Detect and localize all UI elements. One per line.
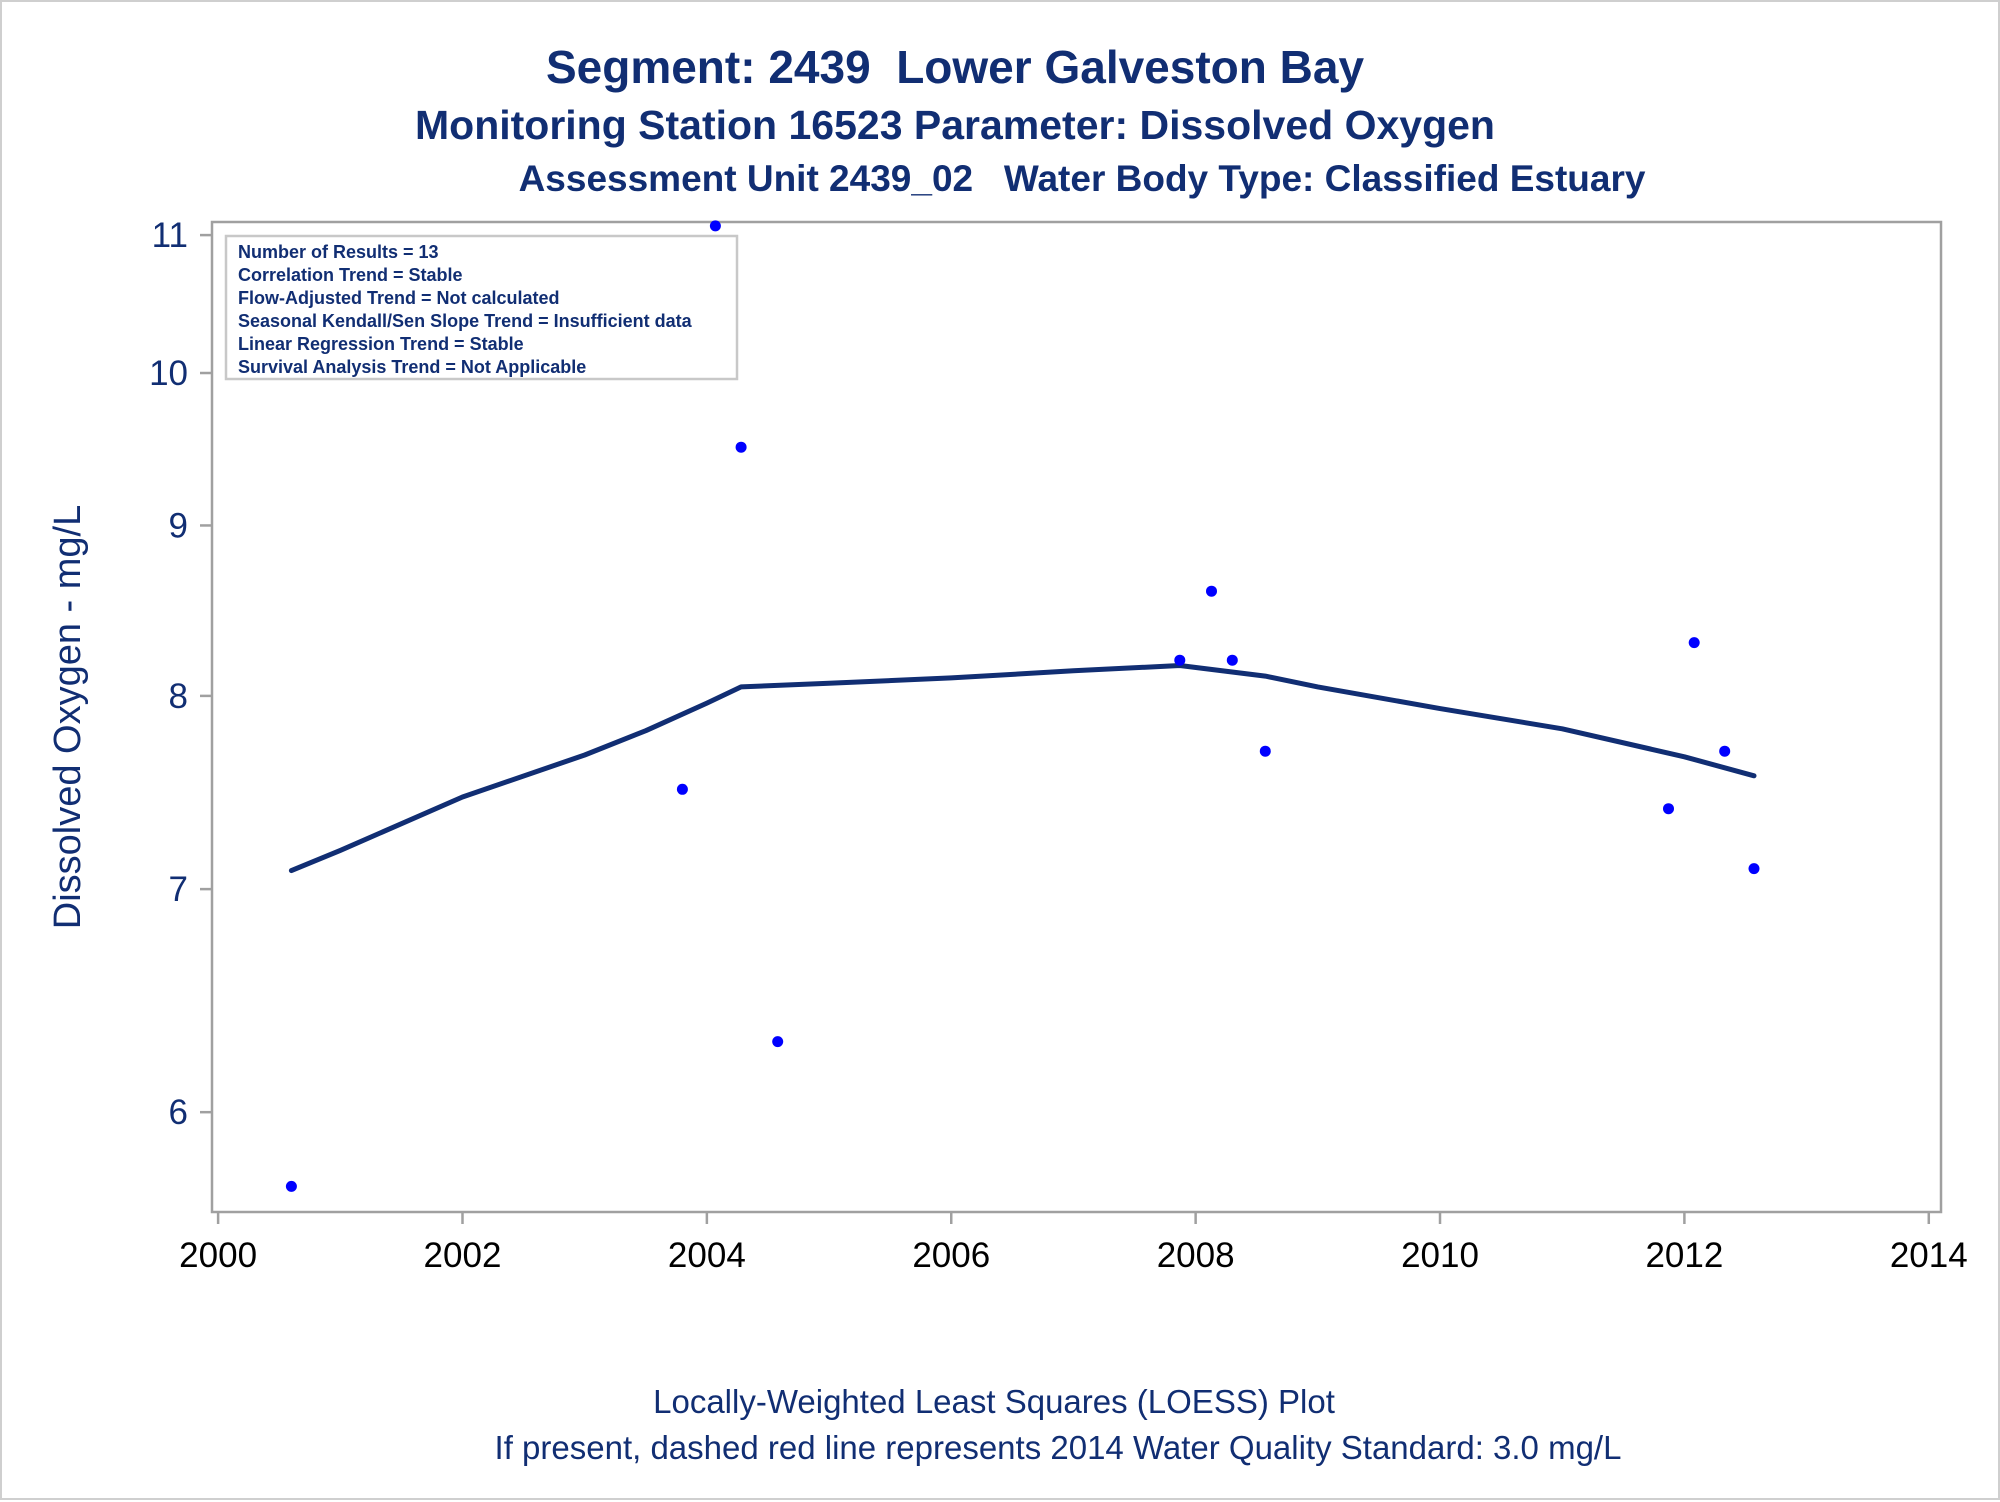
data-point (709, 220, 721, 232)
y-tick-label: 10 (149, 354, 188, 393)
x-tick-label: 2006 (912, 1236, 990, 1275)
chart-subtitle: Monitoring Station 16523 Parameter: Diss… (415, 102, 1495, 148)
footnote-standard: If present, dashed red line represents 2… (2, 1429, 2000, 1467)
x-axis: 2000 2002 2004 2006 2008 2010 2012 2014 (179, 1212, 1968, 1275)
x-tick-label: 2004 (668, 1236, 746, 1275)
data-point (676, 783, 688, 795)
stats-box-frame (224, 234, 739, 381)
x-tick-label: 2014 (1890, 1236, 1968, 1275)
y-tick-label: 6 (169, 1093, 188, 1132)
y-tick-label: 9 (169, 506, 188, 545)
footnote-loess-text: Locally-Weighted Least Squares (LOESS) P… (653, 1383, 1335, 1420)
loess-line (288, 663, 1757, 874)
chart-subtitle-2: Assessment Unit 2439_02 Water Body Type:… (518, 158, 1646, 199)
x-tick-label: 2012 (1645, 1236, 1723, 1275)
stats-line: Flow-Adjusted Trend = Not calculated (238, 288, 560, 308)
data-point (735, 441, 747, 453)
data-point (1226, 654, 1238, 666)
footnote-standard-text: If present, dashed red line represents 2… (494, 1429, 1622, 1466)
y-tick-label: 11 (152, 216, 188, 255)
y-tick-label: 8 (169, 677, 188, 716)
stats-legend-box: Number of Results = 13 Correlation Trend … (224, 234, 739, 381)
data-point (1719, 745, 1731, 757)
loess-line-layer (288, 663, 1757, 874)
y-tick-label: 7 (169, 870, 188, 909)
data-points-layer (285, 220, 1760, 1192)
x-tick-label: 2002 (424, 1236, 502, 1275)
stats-line: Number of Results = 13 (238, 242, 439, 262)
data-point (1748, 863, 1760, 875)
data-point (1206, 585, 1217, 597)
x-tick-label: 2000 (179, 1236, 257, 1275)
stats-line: Correlation Trend = Stable (238, 265, 463, 285)
y-axis: 6 7 8 9 10 11 (149, 216, 212, 1132)
x-tick-label: 2010 (1401, 1236, 1479, 1275)
y-axis-title: Dissolved Oxygen - mg/L (47, 505, 89, 930)
data-point (1688, 637, 1700, 649)
data-point (1663, 803, 1674, 815)
x-tick-label: 2008 (1157, 1236, 1235, 1275)
stats-line: Survival Analysis Trend = Not Applicable (238, 357, 586, 377)
stats-line: Seasonal Kendall/Sen Slope Trend = Insuf… (238, 311, 693, 331)
data-point (1174, 654, 1186, 666)
data-point (1259, 745, 1271, 757)
footnote-loess: Locally-Weighted Least Squares (LOESS) P… (2, 1383, 2000, 1421)
chart-title: Segment: 2439 Lower Galveston Bay (545, 41, 1365, 93)
data-point (772, 1036, 784, 1048)
plot-frame (210, 220, 1943, 1214)
data-point (285, 1180, 297, 1192)
stats-line: Linear Regression Trend = Stable (238, 334, 524, 354)
